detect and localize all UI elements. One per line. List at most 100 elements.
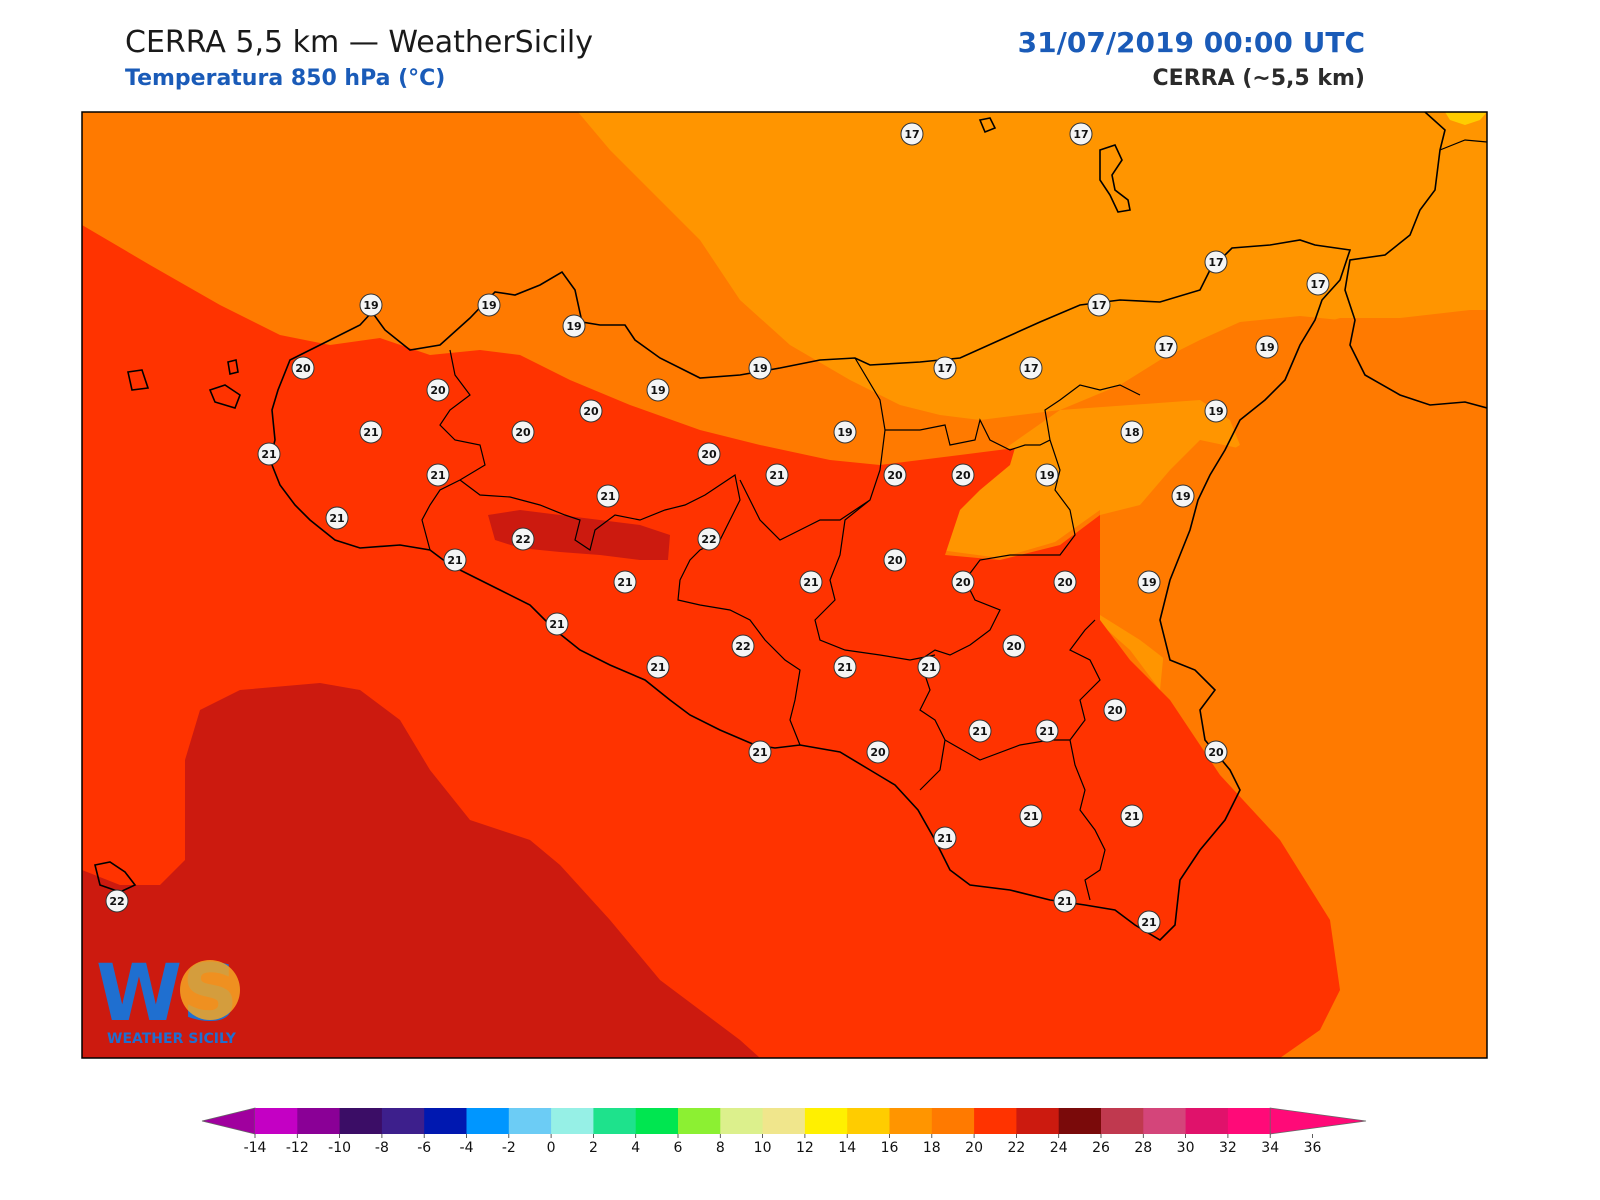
station-marker <box>968 719 992 743</box>
station-value: 19 <box>837 426 852 439</box>
station-marker <box>799 570 823 594</box>
station-label: 19 <box>477 293 501 317</box>
station-marker <box>596 484 620 508</box>
station-value: 21 <box>1039 725 1054 738</box>
station-value: 19 <box>363 299 378 312</box>
station-label: 21 <box>596 484 620 508</box>
station-value: 17 <box>1158 341 1173 354</box>
colorbar-tick-label: 20 <box>965 1140 983 1156</box>
colorbar-tick-label: 14 <box>838 1140 856 1156</box>
temp-patch-22-24 <box>488 510 670 560</box>
logo-name: WEATHER SICILY <box>107 1031 237 1047</box>
station-label: 19 <box>1171 484 1195 508</box>
colorbar-box <box>635 1108 679 1134</box>
station-value: 21 <box>329 512 344 525</box>
valid-datetime: 31/07/2019 00:00 UTC <box>1017 26 1365 59</box>
station-marker <box>426 463 450 487</box>
station-label: 22 <box>511 527 535 551</box>
station-value: 20 <box>887 554 903 567</box>
station-marker <box>426 378 450 402</box>
colorbar-tick-label: 12 <box>796 1140 814 1156</box>
station-label: 21 <box>765 463 789 487</box>
station-value: 19 <box>1259 341 1274 354</box>
temperature-map: 17 17 17 17 19 19 19 17 17 19 20 19 17 17 20 19 20 19 21 20… <box>81 111 1488 1059</box>
colorbar-tick-label: 32 <box>1219 1140 1237 1156</box>
station-value: 21 <box>363 426 378 439</box>
map-subtitle: Temperatura 850 hPa (°C) <box>125 66 446 91</box>
station-label: 20 <box>1002 634 1026 658</box>
colorbar-tick-label: 22 <box>1007 1140 1025 1156</box>
colorbar-tick-label: 30 <box>1177 1140 1195 1156</box>
station-label: 21 <box>613 570 637 594</box>
station-value: 21 <box>617 576 632 589</box>
calabria-coastline <box>1344 112 1487 409</box>
station-value: 21 <box>937 832 952 845</box>
station-label: 20 <box>883 548 907 572</box>
station-value: 17 <box>904 128 919 141</box>
station-value: 18 <box>1124 426 1139 439</box>
colorbar-tick-label: 4 <box>631 1140 640 1156</box>
temp-band-22-24 <box>82 683 760 1058</box>
colorbar-tick-label: -6 <box>417 1140 431 1156</box>
station-value: 17 <box>937 362 952 375</box>
colorbar-tick-label: 18 <box>923 1140 941 1156</box>
station-marker <box>646 378 670 402</box>
station-marker <box>833 420 857 444</box>
colorbar-box <box>551 1108 594 1134</box>
station-marker <box>511 527 535 551</box>
station-value: 21 <box>549 618 564 631</box>
station-value: 22 <box>515 533 530 546</box>
colorbar-box <box>424 1108 467 1134</box>
station-value: 20 <box>583 405 599 418</box>
station-value: 17 <box>1091 299 1106 312</box>
colorbar-box <box>720 1108 764 1134</box>
station-value: 21 <box>972 725 987 738</box>
station-label: 19 <box>562 314 586 338</box>
station-marker <box>1204 399 1228 423</box>
colorbar-box <box>593 1108 637 1134</box>
station-marker <box>1087 293 1111 317</box>
sun-icon <box>180 960 240 1020</box>
island-lipari <box>1099 144 1131 213</box>
station-marker <box>1154 335 1178 359</box>
station-marker <box>748 356 772 380</box>
station-marker <box>748 740 772 764</box>
station-value: 21 <box>752 746 767 759</box>
colorbar-tick-label: 26 <box>1092 1140 1110 1156</box>
colorbar-box <box>1185 1108 1229 1134</box>
station-marker <box>731 634 755 658</box>
station-marker <box>866 740 890 764</box>
colorbar-box <box>974 1108 1017 1134</box>
station-label: 17 <box>1087 293 1111 317</box>
colorbar-box <box>804 1108 848 1134</box>
station-marker <box>697 442 721 466</box>
model-name: CERRA (~5,5 km) <box>1152 66 1365 91</box>
station-label: 20 <box>291 356 315 380</box>
station-label: 21 <box>1019 804 1043 828</box>
station-marker <box>1053 570 1077 594</box>
map-title: CERRA 5,5 km — WeatherSicily <box>125 25 593 60</box>
colorbar-boxes <box>201 1107 1367 1135</box>
colorbar-box <box>1101 1108 1144 1134</box>
station-value: 19 <box>1039 469 1054 482</box>
station-value: 20 <box>1107 704 1123 717</box>
station-label: 20 <box>866 740 890 764</box>
station-marker <box>933 826 957 850</box>
station-marker <box>1103 698 1127 722</box>
colorbar-box <box>889 1108 933 1134</box>
station-marker <box>1137 910 1161 934</box>
colorbar-box <box>931 1108 975 1134</box>
station-marker <box>900 122 924 146</box>
station-label: 21 <box>257 442 281 466</box>
station-value: 20 <box>887 469 903 482</box>
province-boundaries <box>421 349 1141 901</box>
station-marker <box>359 420 383 444</box>
colorbar-box <box>339 1108 383 1134</box>
station-marker <box>646 655 670 679</box>
station-marker <box>1069 122 1093 146</box>
station-label: 19 <box>1035 463 1059 487</box>
station-marker <box>1204 740 1228 764</box>
station-marker <box>613 570 637 594</box>
station-marker <box>1204 250 1228 274</box>
station-label: 19 <box>646 378 670 402</box>
